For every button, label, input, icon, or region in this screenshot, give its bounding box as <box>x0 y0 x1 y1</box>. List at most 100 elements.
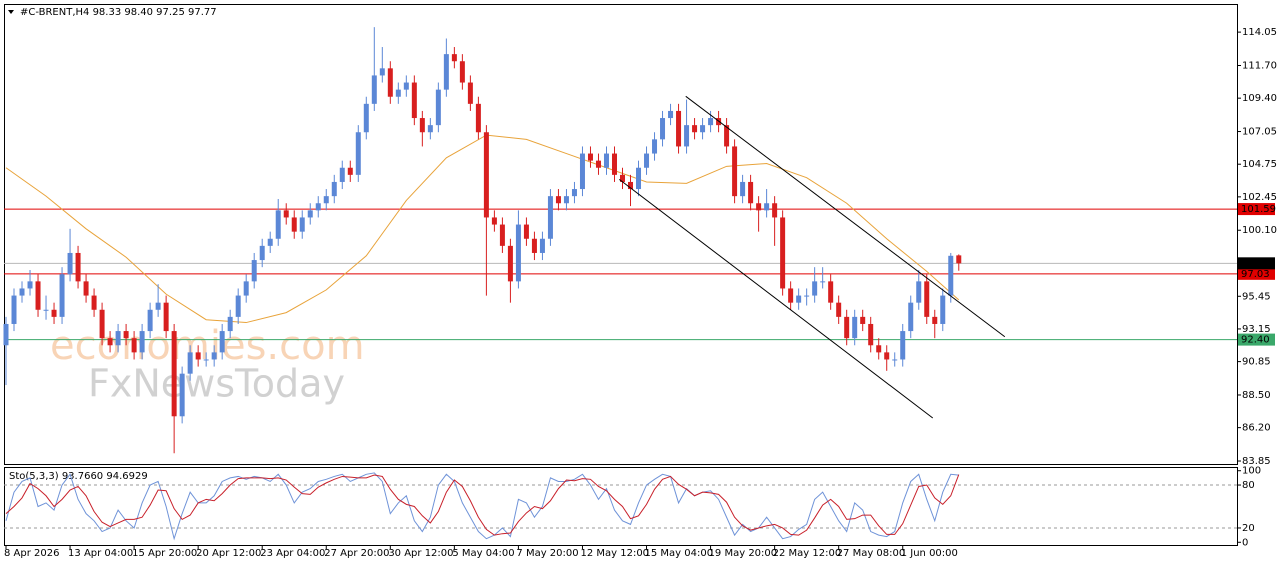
candle-body <box>139 331 145 353</box>
candle-body <box>523 224 529 239</box>
price-panel <box>4 4 1238 465</box>
y-tick-label: 88.50 <box>1242 390 1271 401</box>
candle-body <box>155 302 161 310</box>
candle-body <box>459 61 465 83</box>
candle-body <box>211 352 217 360</box>
candle-body <box>676 110 682 147</box>
candle-body <box>387 68 393 97</box>
candle-body <box>347 167 353 175</box>
candle-body <box>748 181 754 204</box>
candle-body <box>331 181 337 197</box>
y-tick-label: 90.85 <box>1242 357 1271 368</box>
candle-body <box>227 316 233 332</box>
candle-body <box>339 167 345 182</box>
candle-body <box>916 281 922 303</box>
candle-body <box>419 118 425 133</box>
x-tick-label: 27 Apr 20:00 <box>324 548 389 559</box>
candle-body <box>275 210 281 239</box>
candle-body <box>291 217 297 232</box>
x-tick-label: 12 May 12:00 <box>580 548 649 559</box>
candle-body <box>491 217 497 225</box>
candle-body <box>764 203 770 211</box>
candle-body <box>315 203 321 211</box>
x-tick-label: 1 Jun 00:00 <box>901 548 958 559</box>
candle-body <box>956 255 962 264</box>
trend-line <box>618 178 934 419</box>
trend-line <box>685 95 1006 338</box>
candle-body <box>804 295 810 297</box>
x-tick-label: 20 Apr 12:00 <box>196 548 261 559</box>
candle-body <box>299 217 305 232</box>
candle-body <box>579 153 585 190</box>
menu-triangle[interactable] <box>8 10 14 14</box>
candle-body <box>820 281 826 283</box>
candle-body <box>19 288 25 296</box>
candle-body <box>83 281 89 296</box>
x-tick-label: 23 Apr 04:00 <box>260 548 325 559</box>
candle-body <box>427 125 433 133</box>
y-tick-label: 102.45 <box>1242 192 1277 203</box>
candle-body <box>868 323 874 346</box>
candle-body <box>99 309 105 339</box>
y-tick-label: 107.05 <box>1242 127 1277 138</box>
candle-body <box>51 309 57 317</box>
candle-body <box>852 316 858 339</box>
candle-body <box>379 68 385 76</box>
candle-body <box>636 167 642 190</box>
candle-body <box>531 238 537 253</box>
current-price-label: 97.77 <box>1241 258 1270 269</box>
candle-body <box>724 125 730 147</box>
price-level-label: 97.03 <box>1241 269 1270 280</box>
stochastic-panel <box>4 467 1238 546</box>
candle-body <box>924 281 930 317</box>
candle-body <box>3 323 9 346</box>
candle-body <box>251 260 257 282</box>
price-level-label: 101.59 <box>1241 204 1276 215</box>
candle-body <box>668 110 674 119</box>
y-tick-label: 109.40 <box>1242 93 1277 104</box>
candle-body <box>35 281 41 310</box>
candle-body <box>587 153 593 161</box>
candle-body <box>563 196 569 204</box>
candle-body <box>940 295 946 324</box>
candle-body <box>708 118 714 126</box>
x-tick-label: 13 Apr 04:00 <box>68 548 133 559</box>
indicator-line <box>5 474 960 536</box>
indicator-header: Sto(5,3,3) 93.7660 94.6929 <box>9 471 148 482</box>
candle-body <box>123 331 129 339</box>
price-level-tag <box>1238 267 1275 280</box>
candle-body <box>451 54 457 62</box>
y-tick-label: 111.70 <box>1242 60 1277 71</box>
candle-body <box>900 331 906 360</box>
candle-body <box>555 196 561 204</box>
candle-body <box>403 82 409 90</box>
candle-body <box>475 103 481 133</box>
candle-body <box>876 345 882 353</box>
y-tick-label: 83.85 <box>1242 456 1271 467</box>
y-tick-label: 93.15 <box>1242 324 1271 335</box>
candle-body <box>780 217 786 289</box>
candle-body <box>27 281 33 289</box>
candle-body <box>259 245 265 261</box>
candle-body <box>203 359 209 361</box>
candle-body <box>571 189 577 197</box>
y-tick-label: 100 <box>1242 466 1261 477</box>
candle-body <box>115 331 121 346</box>
candle-body <box>307 210 313 218</box>
candle-body <box>660 118 666 140</box>
x-tick-label: 19 May 20:00 <box>709 548 778 559</box>
x-tick-label: 8 Apr 2026 <box>4 548 59 559</box>
x-tick-label: 15 Apr 20:00 <box>132 548 197 559</box>
candle-body <box>283 210 289 218</box>
price-level-tag <box>1238 333 1275 346</box>
x-tick-label: 30 Apr 12:00 <box>388 548 453 559</box>
y-tick-label: 80 <box>1242 480 1255 491</box>
candle-body <box>395 89 401 97</box>
x-tick-label: 22 May 12:00 <box>773 548 842 559</box>
candle-body <box>539 238 545 253</box>
candle-body <box>684 125 690 147</box>
candle-body <box>892 359 898 361</box>
y-tick-label: 104.75 <box>1242 159 1277 170</box>
candle-body <box>828 281 834 303</box>
